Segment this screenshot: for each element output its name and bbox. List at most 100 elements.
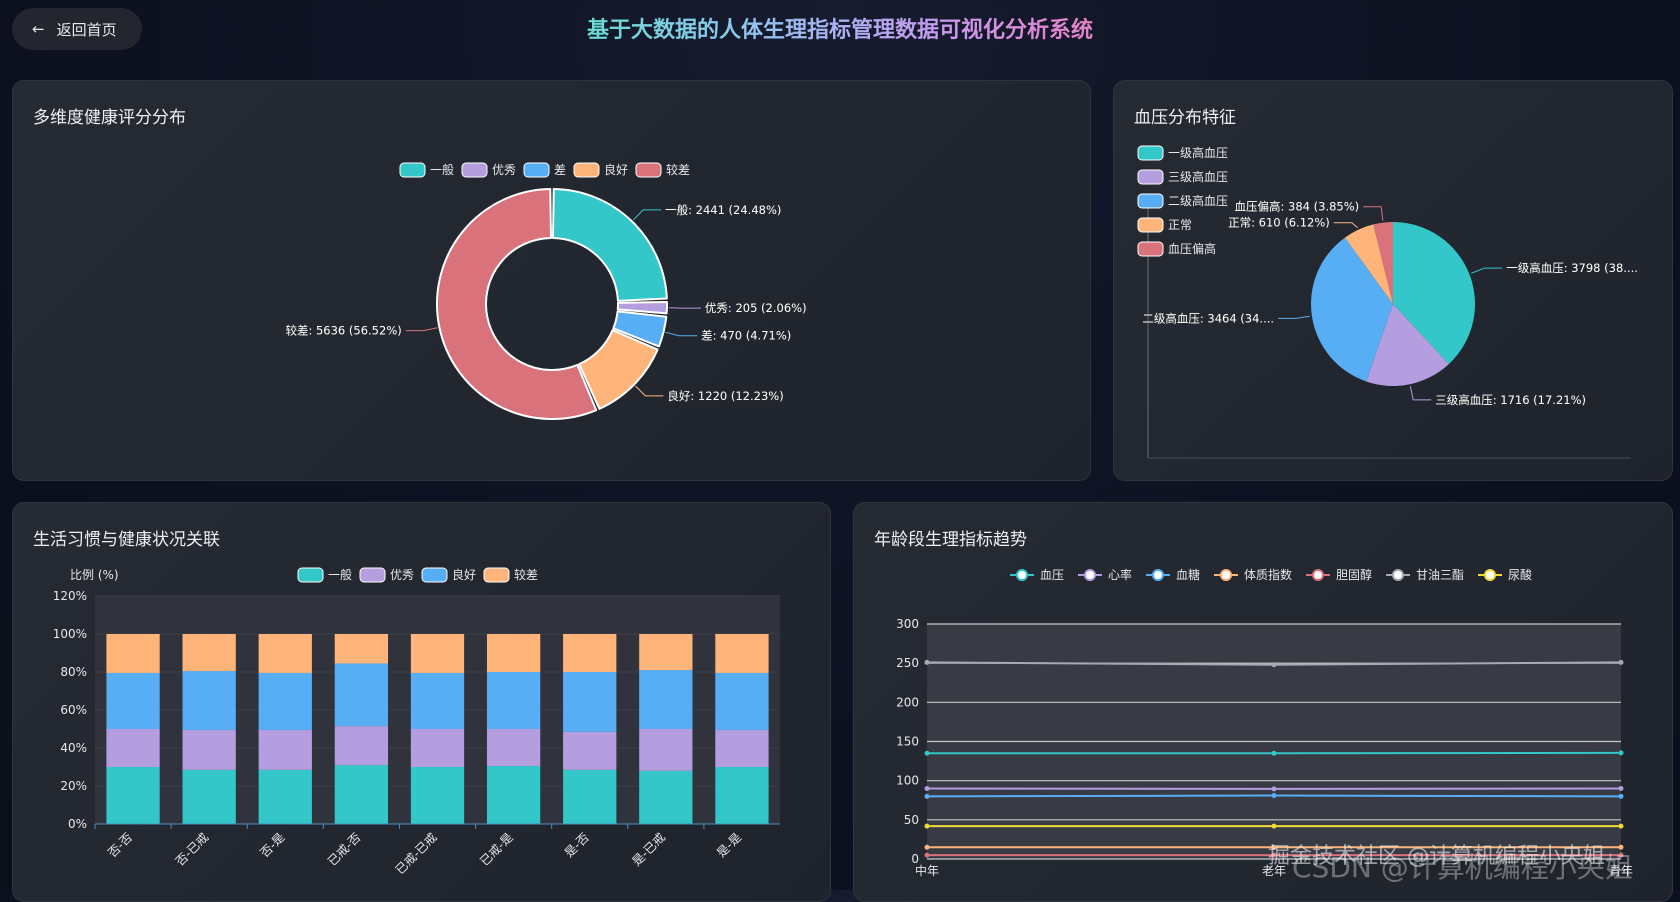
legend-item: 血压偏高 — [1168, 241, 1216, 256]
bar-优秀 — [183, 730, 236, 770]
bar-良好 — [563, 672, 616, 732]
x-tick-label: 否-是 — [257, 830, 287, 860]
bar-良好 — [715, 673, 768, 730]
legend-item: 差 — [554, 163, 566, 177]
data-label: 三级高血压: 1716 (17.21%) — [1435, 393, 1586, 407]
x-tick-label: 否-已戒 — [173, 830, 211, 868]
bar-良好 — [259, 673, 312, 730]
bar-较差 — [563, 634, 616, 672]
x-tick-label: 已戒-已戒 — [393, 830, 440, 877]
data-label: 差: 470 (4.71%) — [701, 329, 791, 343]
point-甘油三酯 — [925, 660, 930, 665]
legend-marker — [1085, 570, 1095, 580]
bar-优秀 — [106, 729, 159, 767]
y-tick-label: 100% — [53, 627, 87, 641]
legend-item: 一级高血压 — [1168, 145, 1228, 160]
y-tick-label: 80% — [60, 665, 87, 679]
bar-优秀 — [335, 726, 388, 765]
legend-item: 良好 — [604, 162, 628, 177]
legend-item: 一般 — [328, 567, 352, 582]
legend-item-swatch — [1138, 170, 1163, 184]
legend-marker — [1153, 570, 1163, 580]
point-血糖 — [1272, 793, 1277, 798]
legend-item-swatch — [298, 568, 323, 582]
label-line — [666, 332, 698, 335]
point-血压 — [925, 751, 930, 756]
bar-较差 — [715, 634, 768, 673]
x-tick-label: 已戒-是 — [477, 830, 515, 868]
legend-item-swatch — [360, 568, 385, 582]
point-甘油三酯 — [1272, 662, 1277, 667]
x-tick-label: 否-否 — [105, 830, 135, 860]
label-line — [633, 210, 661, 220]
legend-item-swatch — [524, 163, 549, 177]
point-胆固醇 — [1619, 853, 1624, 858]
legend-item: 甘油三酯 — [1416, 568, 1464, 582]
bar-良好 — [106, 673, 159, 729]
legend-marker — [1017, 570, 1027, 580]
bar-一般 — [715, 767, 768, 824]
bar-优秀 — [259, 730, 312, 770]
bar-一般 — [106, 767, 159, 824]
data-label: 二级高血压: 3464 (34.... — [1142, 311, 1274, 325]
y-tick-label: 150 — [896, 735, 919, 749]
legend-item-swatch — [1138, 242, 1163, 256]
bar-优秀 — [411, 729, 464, 767]
y-tick-label: 120% — [53, 589, 87, 603]
x-tick-label: 老年 — [1262, 864, 1286, 878]
x-tick-label: 青年 — [1609, 864, 1633, 878]
legend-item: 胆固醇 — [1336, 567, 1372, 582]
bar-一般 — [563, 770, 616, 824]
data-label: 一般: 2441 (24.48%) — [665, 203, 781, 217]
bar-一般 — [411, 767, 464, 824]
legend-item-swatch — [1138, 146, 1163, 160]
label-line — [1471, 268, 1502, 273]
legend-item-swatch — [422, 568, 447, 582]
y-tick-label: 100 — [896, 774, 919, 788]
data-label: 优秀: 205 (2.06%) — [705, 301, 807, 315]
bar-一般 — [487, 766, 540, 824]
point-体质指数 — [1619, 845, 1624, 850]
bar-良好 — [411, 673, 464, 729]
bar-较差 — [487, 634, 540, 672]
legend-item: 二级高血压 — [1168, 193, 1228, 208]
legend-item: 心率 — [1108, 567, 1132, 582]
legend-item: 体质指数 — [1244, 567, 1292, 582]
data-label: 正常: 610 (6.12%) — [1228, 216, 1330, 230]
label-line — [1334, 223, 1358, 228]
legend-item-swatch — [1138, 194, 1163, 208]
bar-一般 — [335, 765, 388, 824]
bar-一般 — [183, 770, 236, 824]
legend-item-swatch — [462, 163, 487, 177]
bar-良好 — [487, 672, 540, 729]
legend-item: 一般 — [430, 162, 454, 177]
point-血压 — [1619, 750, 1624, 755]
point-尿酸 — [925, 824, 930, 829]
point-体质指数 — [925, 845, 930, 850]
data-label: 良好: 1220 (12.23%) — [667, 389, 783, 403]
point-血糖 — [1619, 794, 1624, 799]
point-心率 — [1272, 786, 1277, 791]
point-血压 — [1272, 751, 1277, 756]
x-tick-label: 是-已戒 — [630, 830, 668, 868]
y-tick-label: 250 — [896, 656, 919, 670]
data-label: 一级高血压: 3798 (38.... — [1506, 261, 1638, 275]
data-label: 血压偏高: 384 (3.85%) — [1235, 200, 1360, 214]
point-甘油三酯 — [1619, 660, 1624, 665]
legend-marker — [1485, 570, 1495, 580]
legend-item: 优秀 — [390, 568, 414, 582]
bar-良好 — [335, 663, 388, 726]
y-tick-label: 0% — [68, 817, 87, 831]
bar-较差 — [411, 634, 464, 673]
y-axis-label: 比例 (%) — [70, 568, 119, 582]
bar-优秀 — [487, 729, 540, 766]
point-尿酸 — [1619, 824, 1624, 829]
bar-良好 — [639, 670, 692, 729]
legend-item: 血压 — [1040, 568, 1064, 582]
legend-marker — [1221, 570, 1231, 580]
legend-item: 正常 — [1168, 218, 1192, 232]
label-line — [635, 386, 663, 396]
x-tick-label: 是-是 — [714, 830, 744, 860]
point-血糖 — [925, 794, 930, 799]
